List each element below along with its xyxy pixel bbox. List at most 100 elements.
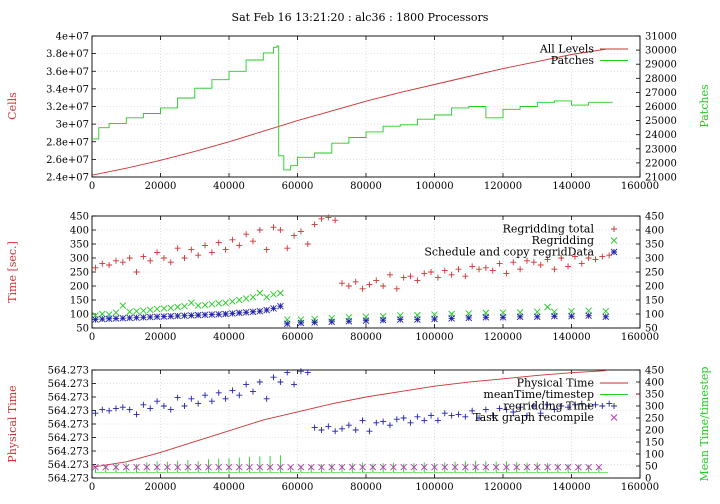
- cross-marker: [153, 305, 161, 313]
- cross-marker: [585, 307, 592, 314]
- plus-marker: [167, 259, 174, 266]
- cross-marker: [585, 463, 592, 471]
- plus-marker: [332, 217, 339, 224]
- plus-marker: [462, 413, 469, 420]
- x-tick-label: 20000: [145, 332, 177, 343]
- y2-tick-label: 29000: [645, 60, 677, 71]
- plus-marker: [243, 381, 250, 388]
- cross-marker: [140, 307, 147, 314]
- y2-axis-label: Mean Time/timestep: [698, 367, 711, 482]
- plus-marker: [380, 418, 387, 425]
- cross-marker: [318, 463, 325, 471]
- star-marker: [208, 311, 216, 318]
- x-tick-label: 80000: [350, 482, 382, 493]
- cross-marker: [133, 307, 140, 315]
- plus-marker: [428, 269, 435, 275]
- plus-marker: [126, 406, 133, 413]
- series-line-physical-time: [91, 370, 606, 468]
- star-marker: [277, 302, 284, 310]
- plus-marker: [571, 253, 578, 260]
- series-step-patches: [92, 45, 613, 171]
- series-regridding-time: [92, 368, 613, 435]
- cross-marker: [523, 463, 531, 471]
- plus-marker: [434, 417, 441, 424]
- cross-marker: [568, 307, 575, 315]
- star-marker: [133, 314, 140, 321]
- plus-marker: [469, 263, 476, 270]
- y2-tick-label: 400: [645, 378, 664, 389]
- star-marker: [362, 317, 370, 325]
- plus-marker: [202, 392, 209, 399]
- plus-marker: [441, 410, 448, 417]
- x-tick-label: 120000: [484, 482, 522, 493]
- plus-marker: [551, 266, 558, 273]
- star-marker: [105, 315, 113, 323]
- cross-marker: [297, 316, 305, 323]
- plus-marker: [482, 264, 489, 271]
- star-marker: [167, 312, 175, 320]
- plus-marker: [208, 398, 215, 405]
- cross-marker: [431, 463, 438, 471]
- series-task-graph-recompile: [92, 463, 603, 471]
- y-tick-label: 2.6e+07: [46, 155, 89, 166]
- plus-marker: [160, 403, 167, 409]
- plus-marker: [592, 256, 599, 263]
- y2-tick-label: 350: [645, 390, 664, 401]
- plus-marker: [215, 239, 222, 246]
- cross-marker: [215, 300, 223, 307]
- legend-label-regridding-time: regridding Time: [503, 400, 594, 413]
- plus-marker: [421, 270, 428, 277]
- plus-marker: [154, 249, 161, 256]
- plus-marker: [99, 406, 106, 413]
- y2-tick-label: 450: [645, 212, 664, 223]
- x-tick-label: 60000: [282, 332, 314, 343]
- cross-marker: [249, 293, 257, 301]
- plus-marker: [585, 403, 592, 409]
- star-marker: [568, 312, 575, 320]
- star-marker: [153, 313, 161, 321]
- cross-marker: [205, 463, 212, 471]
- plus-marker: [345, 422, 352, 429]
- plus-marker: [112, 257, 119, 264]
- y2-tick-label: 450: [645, 366, 664, 377]
- cross-marker: [146, 306, 154, 314]
- plus-marker: [523, 257, 530, 264]
- cross-marker: [194, 463, 202, 471]
- star-marker: [414, 316, 421, 323]
- legend-label-regridding-total: Regridding total: [503, 223, 595, 236]
- cross-marker: [263, 293, 270, 301]
- x-tick-label: 60000: [282, 482, 314, 493]
- plus-marker: [222, 395, 229, 402]
- cross-marker: [400, 463, 407, 471]
- plus-marker: [208, 249, 215, 256]
- plus-marker: [565, 404, 572, 411]
- plus-marker: [256, 227, 263, 233]
- y-tick-label: 400: [70, 226, 89, 237]
- cross-marker: [164, 463, 171, 471]
- y-tick-label: 564.273: [48, 393, 89, 404]
- cross-marker: [194, 302, 202, 309]
- plus-marker: [462, 273, 469, 280]
- cross-marker: [420, 463, 428, 471]
- plus-marker: [414, 413, 421, 420]
- x-tick-label: 20000: [145, 482, 177, 493]
- x-tick-label: 80000: [350, 332, 382, 343]
- plus-marker: [304, 369, 311, 376]
- cross-marker: [270, 291, 277, 298]
- star-marker: [181, 312, 188, 319]
- plus-marker: [154, 398, 161, 405]
- cross-marker: [215, 463, 223, 471]
- plus-marker: [195, 400, 202, 407]
- y2-tick-label: 200: [645, 426, 664, 437]
- cross-marker: [410, 463, 418, 471]
- plus-marker: [359, 417, 366, 424]
- star-marker: [256, 307, 264, 315]
- plus-marker: [510, 259, 517, 266]
- plus-marker: [366, 428, 373, 435]
- plus-marker: [92, 410, 99, 417]
- plus-marker: [496, 260, 503, 267]
- plus-marker: [482, 406, 489, 413]
- legend-label-task-graph-recompile: Task graph recompile: [473, 411, 594, 424]
- plus-marker: [503, 270, 510, 277]
- star-marker: [146, 313, 154, 321]
